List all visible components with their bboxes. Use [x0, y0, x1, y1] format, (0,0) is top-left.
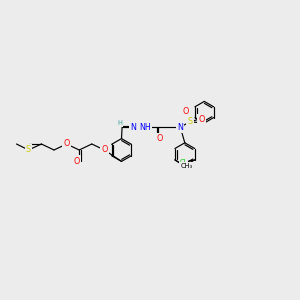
Text: CH₃: CH₃ [180, 163, 192, 169]
Text: Cl: Cl [180, 159, 187, 165]
Text: H: H [117, 120, 122, 126]
Text: O: O [183, 106, 189, 116]
Text: N: N [130, 123, 136, 132]
Text: O: O [156, 134, 163, 143]
Text: S: S [26, 146, 31, 154]
Text: O: O [74, 157, 80, 166]
Text: S: S [187, 117, 193, 126]
Text: O: O [63, 140, 70, 148]
Text: N: N [177, 123, 183, 132]
Text: NH: NH [139, 123, 151, 132]
Text: O: O [198, 115, 205, 124]
Text: O: O [101, 146, 108, 154]
